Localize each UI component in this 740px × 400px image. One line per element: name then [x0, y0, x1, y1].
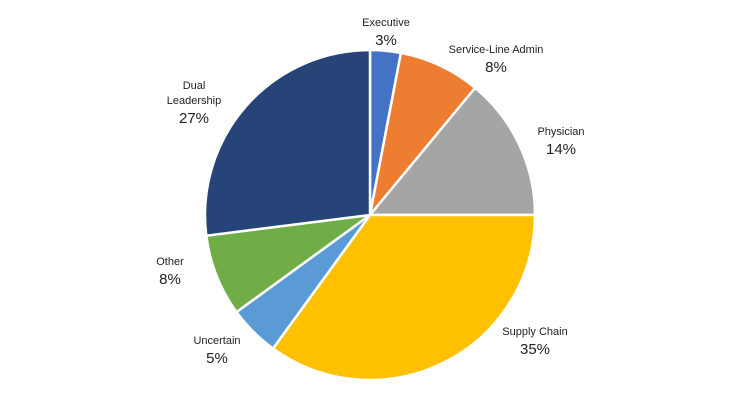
pie-slice-physician [367, 86, 537, 217]
slice-percent-label: 14% [546, 141, 576, 158]
slice-label: Physician [537, 126, 584, 138]
slice-percent-label: 8% [159, 271, 181, 288]
slice-percent-label: 8% [485, 59, 507, 76]
slice-percent-label: 3% [375, 32, 397, 49]
slice-percent-label: 5% [206, 350, 228, 367]
slice-percent-label: 27% [179, 110, 209, 127]
slice-label: Uncertain [193, 335, 240, 347]
slice-label: Dual Leadership [167, 80, 221, 107]
pie-slice-supply-chain [271, 213, 537, 382]
slice-percent-label: 35% [520, 341, 550, 358]
pie-slice-dual-leadership [203, 48, 372, 238]
slice-label: Supply Chain [502, 326, 567, 338]
labels: Executive 3% Service-Line Admin 8% Physician… [156, 17, 584, 367]
slice-label: Other [156, 256, 184, 268]
slice-label: Service-Line Admin [449, 44, 544, 56]
slices [203, 48, 537, 382]
slice-label: Executive [362, 17, 410, 29]
